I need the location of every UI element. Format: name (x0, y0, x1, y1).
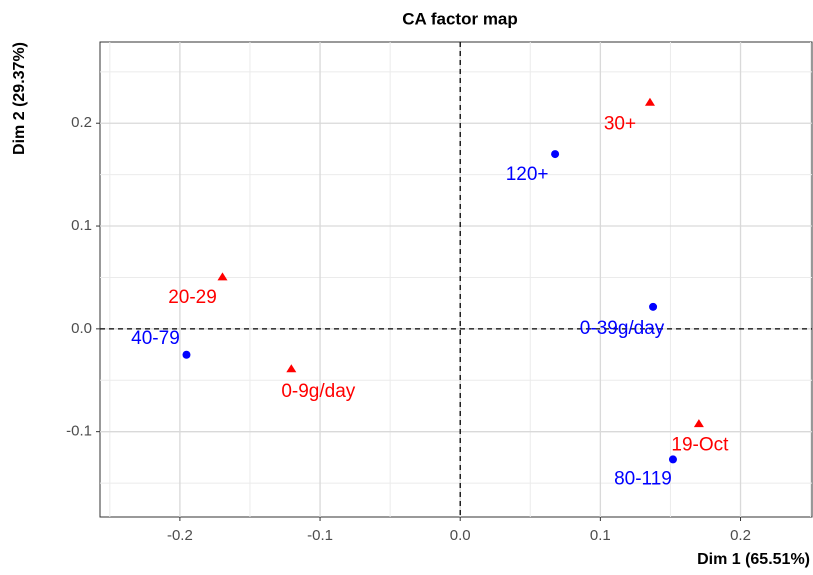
point-label: 80-119 (614, 468, 672, 489)
point-label: 40-79 (131, 328, 180, 349)
point (551, 150, 560, 159)
point (649, 302, 658, 311)
y-tick-label: 0.0 (71, 320, 92, 337)
point (644, 97, 655, 106)
point-label: 0-9g/day (281, 381, 355, 402)
point-label: 19-Oct (671, 435, 729, 456)
point (182, 350, 191, 359)
y-axis-label: Dim 2 (29.37%) (11, 42, 28, 155)
point (668, 455, 677, 464)
chart-title: CA factor map (402, 9, 518, 28)
y-tick-label: 0.1 (71, 217, 92, 234)
x-tick-label: 0.1 (590, 527, 611, 544)
point-label: 0-39g/day (580, 318, 665, 339)
x-tick-label: -0.1 (307, 527, 333, 544)
point (217, 272, 228, 281)
x-tick-label: 0.0 (450, 527, 471, 544)
x-tick-label: 0.2 (730, 527, 751, 544)
point (693, 419, 704, 428)
point-label: 120+ (506, 164, 549, 185)
y-tick-label: 0.2 (71, 114, 92, 131)
x-tick-label: -0.2 (167, 527, 193, 544)
point-label: 30+ (604, 113, 636, 134)
x-axis-label: Dim 1 (65.51%) (697, 551, 810, 568)
point-label: 20-29 (168, 287, 217, 308)
y-tick-label: -0.1 (66, 423, 92, 440)
point (286, 364, 297, 373)
